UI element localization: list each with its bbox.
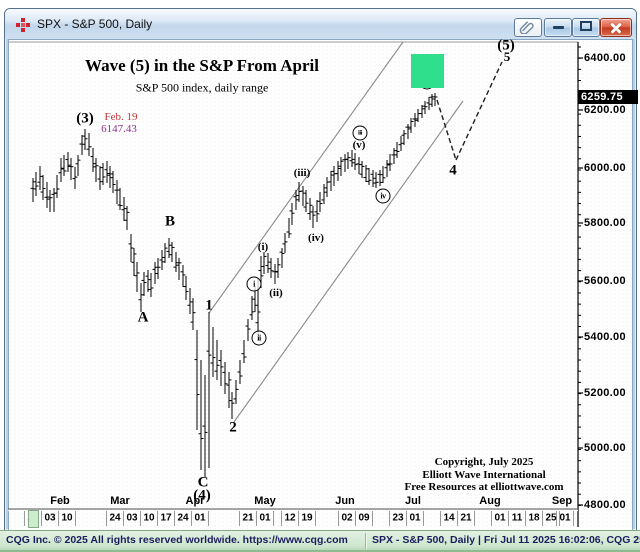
maximize-icon [580,21,592,31]
status-bar: CQG Inc. © 2025 All rights reserved worl… [0,530,640,552]
maximize-button[interactable] [572,18,600,37]
minimize-icon [552,26,564,29]
window-title: SPX - S&P 500, Daily [37,17,153,31]
paperclip-icon [519,21,534,34]
close-icon [601,19,631,36]
chart-window: SPX - S&P 500, Daily [4,8,637,531]
minimize-button[interactable] [544,18,572,37]
attach-button[interactable] [514,18,542,37]
status-bar-copyright: CQG Inc. © 2025 All rights reserved worl… [6,534,348,546]
cqg-logo-icon [15,17,31,33]
window-titlebar[interactable]: SPX - S&P 500, Daily [5,9,636,39]
status-bar-divider [365,533,366,549]
chart-plot-area[interactable] [8,39,633,530]
close-button[interactable] [600,18,632,37]
status-bar-session-info: SPX - S&P 500, Daily | Fri Jul 11 2025 1… [372,534,640,546]
